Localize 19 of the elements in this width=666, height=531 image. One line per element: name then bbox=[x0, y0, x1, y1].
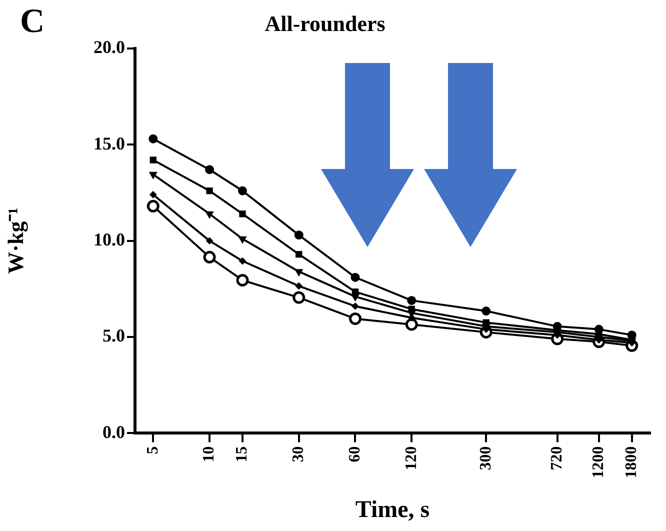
x-tick-label: 120 bbox=[402, 446, 420, 470]
x-tick-label: 300 bbox=[477, 446, 494, 470]
x-tick-label: 10 bbox=[200, 446, 218, 462]
x-tick-label: 1200 bbox=[590, 446, 608, 478]
y-tick-label: 10.0 bbox=[94, 229, 125, 250]
x-tick-label: 720 bbox=[548, 446, 566, 470]
x-tick-label: 1800 bbox=[622, 446, 640, 478]
y-tick-label: 0.0 bbox=[102, 422, 125, 442]
y-axis-title: W·kg⁻¹ bbox=[2, 208, 28, 274]
text: C bbox=[20, 2, 45, 40]
x-tick-label: 30 bbox=[290, 446, 308, 462]
chart-title: All-rounders bbox=[264, 10, 386, 36]
x-tick-label: 5 bbox=[144, 446, 162, 454]
x-axis-title: Time, s bbox=[355, 496, 430, 523]
x-tick-label: 15 bbox=[234, 446, 251, 462]
x-tick-label: 60 bbox=[346, 446, 364, 462]
y-tick-label: 5.0 bbox=[102, 326, 125, 346]
y-tick-label: 20.0 bbox=[94, 37, 125, 58]
y-tick-label: 15.0 bbox=[94, 133, 125, 154]
